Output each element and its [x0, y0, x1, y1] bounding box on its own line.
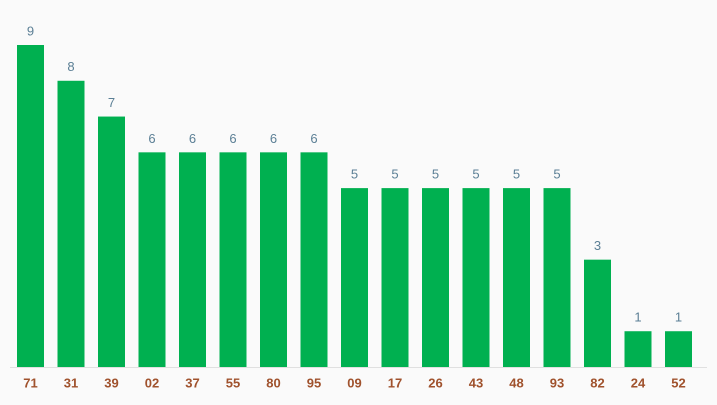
value-label: 1	[634, 310, 641, 325]
x-tick-label: 17	[388, 375, 402, 390]
x-tick-label: 52	[671, 375, 685, 390]
x-tick-label: 48	[509, 375, 523, 390]
x-tick-label: 24	[631, 375, 646, 390]
x-tick-label: 31	[64, 375, 78, 390]
value-label: 5	[391, 167, 398, 182]
x-tick-label: 39	[104, 375, 118, 390]
bar	[422, 188, 449, 367]
x-tick-label: 26	[428, 375, 442, 390]
value-label: 8	[67, 59, 74, 74]
x-tick-label: 02	[145, 375, 159, 390]
bar	[543, 188, 571, 367]
bar	[138, 152, 166, 367]
bar	[98, 116, 125, 367]
x-tick-label: 82	[590, 375, 604, 390]
bar	[584, 259, 611, 367]
bar	[17, 45, 44, 367]
value-label: 7	[108, 95, 115, 110]
bar	[462, 188, 490, 367]
value-label: 5	[472, 167, 479, 182]
value-label: 6	[270, 131, 277, 146]
bar	[624, 331, 652, 367]
x-tick-label: 80	[266, 375, 280, 390]
bar	[219, 152, 247, 367]
x-tick-label: 55	[226, 375, 240, 390]
bar	[381, 188, 409, 367]
bar	[179, 152, 206, 367]
bar	[300, 152, 328, 367]
value-label: 1	[675, 310, 682, 325]
bar	[503, 188, 530, 367]
value-label: 5	[432, 167, 439, 182]
bar	[665, 331, 692, 367]
value-label: 6	[148, 131, 155, 146]
value-label: 6	[310, 131, 317, 146]
bar	[260, 152, 287, 367]
x-tick-label: 09	[347, 375, 361, 390]
x-tick-label: 93	[550, 375, 564, 390]
x-tick-label: 43	[469, 375, 483, 390]
x-tick-label: 37	[185, 375, 199, 390]
bar	[341, 188, 368, 367]
value-label: 5	[513, 167, 520, 182]
value-label: 6	[229, 131, 236, 146]
x-tick-label: 95	[307, 375, 321, 390]
value-label: 5	[553, 167, 560, 182]
bar	[57, 80, 85, 368]
x-tick-label: 71	[23, 375, 37, 390]
value-label: 3	[594, 238, 601, 253]
value-label: 6	[189, 131, 196, 146]
value-label: 9	[27, 23, 34, 38]
value-label: 5	[351, 167, 358, 182]
